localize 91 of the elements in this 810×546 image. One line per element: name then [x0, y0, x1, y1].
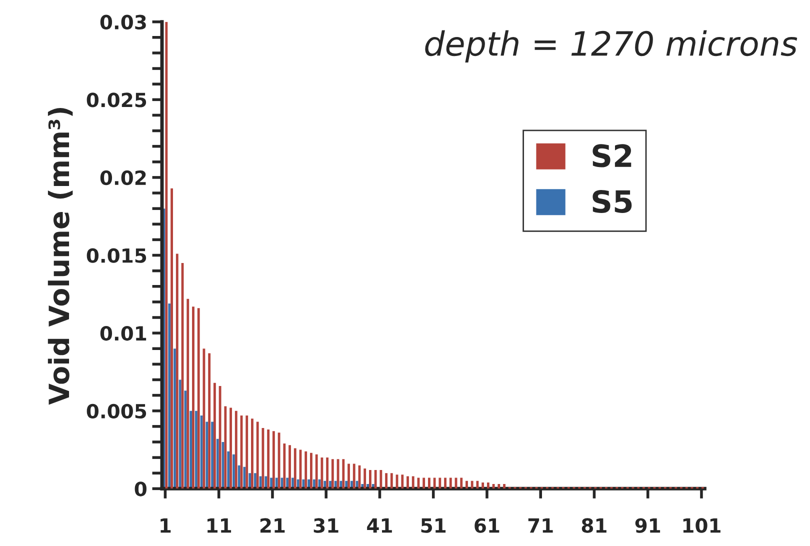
bar	[503, 484, 506, 489]
bar	[406, 476, 409, 489]
bar	[168, 303, 171, 489]
bar	[380, 470, 382, 489]
bar	[482, 482, 484, 489]
bar	[412, 476, 414, 489]
bar	[262, 428, 264, 489]
y-tick-label: 0.015	[86, 248, 146, 263]
y-tick-label: 0	[134, 482, 146, 496]
x-tick-label: 101	[683, 518, 720, 533]
bar	[178, 380, 182, 489]
bar	[438, 478, 442, 489]
bar	[364, 468, 366, 489]
bar	[433, 478, 436, 489]
chart-title: depth = 1270 microns	[425, 30, 798, 63]
bar	[251, 418, 254, 489]
x-tick-label: 21	[260, 518, 285, 533]
bar	[498, 484, 500, 489]
y-tick-label: 0.025	[86, 92, 146, 108]
bar	[326, 458, 329, 489]
x-tick-label: 11	[208, 518, 232, 533]
bar	[230, 408, 232, 489]
bar	[216, 438, 219, 489]
y-tick-label: 0.03	[100, 14, 146, 30]
bar	[470, 480, 474, 489]
bar	[256, 422, 259, 489]
bar	[190, 410, 192, 489]
y-tick-label: 0.02	[100, 170, 146, 186]
bar	[165, 22, 168, 489]
x-tick-label: 61	[474, 518, 500, 533]
bar	[213, 382, 216, 489]
bar	[342, 459, 345, 489]
bar	[197, 308, 200, 489]
bar	[310, 452, 312, 489]
bar	[460, 478, 463, 489]
bar	[401, 474, 404, 489]
bar	[294, 448, 296, 489]
bar	[374, 470, 377, 489]
y-tick-label: 0.005	[86, 404, 146, 419]
bar	[174, 348, 176, 489]
bar	[422, 478, 426, 489]
bar	[248, 473, 252, 489]
bar	[331, 459, 334, 489]
bar	[320, 458, 324, 489]
bar	[348, 464, 350, 489]
bar	[243, 466, 246, 489]
y-axis-title: Void Volume (mm³)	[48, 108, 73, 405]
bar	[234, 410, 238, 489]
bar	[428, 478, 430, 489]
bar	[208, 353, 211, 489]
bar	[194, 410, 198, 489]
x-tick-label: 91	[635, 518, 660, 533]
bar	[288, 445, 291, 489]
bar	[186, 298, 190, 489]
bar	[352, 464, 356, 489]
bar	[176, 254, 178, 489]
bar	[267, 430, 270, 489]
x-tick-label: 81	[582, 518, 606, 533]
bar	[170, 188, 173, 489]
bar	[315, 454, 318, 489]
bar	[224, 406, 227, 489]
bar	[444, 478, 446, 489]
bar	[206, 422, 208, 489]
bar	[246, 416, 248, 489]
bar	[283, 444, 286, 489]
x-tick-label: 51	[421, 518, 446, 533]
bar	[492, 484, 495, 489]
legend-label: S2	[592, 144, 632, 168]
bar	[264, 476, 268, 489]
bar	[369, 470, 372, 489]
x-tick-label: 1	[160, 518, 171, 533]
bar	[232, 454, 235, 489]
bar	[449, 478, 452, 489]
bar	[200, 416, 203, 489]
bar	[218, 386, 222, 489]
bar	[272, 431, 275, 489]
bar	[192, 306, 194, 489]
bar	[466, 480, 468, 489]
bar	[254, 473, 256, 489]
bar	[227, 451, 230, 489]
bar	[385, 473, 388, 489]
x-tick-label: 41	[367, 518, 392, 533]
x-tick-label: 31	[314, 518, 338, 533]
y-tick-label: 0.01	[100, 326, 146, 341]
x-tick-label: 71	[528, 518, 553, 533]
bar	[238, 465, 240, 489]
bar	[211, 422, 214, 489]
bar	[486, 482, 490, 489]
bar	[304, 451, 308, 489]
bar	[390, 473, 393, 489]
legend-label: S5	[592, 190, 632, 214]
